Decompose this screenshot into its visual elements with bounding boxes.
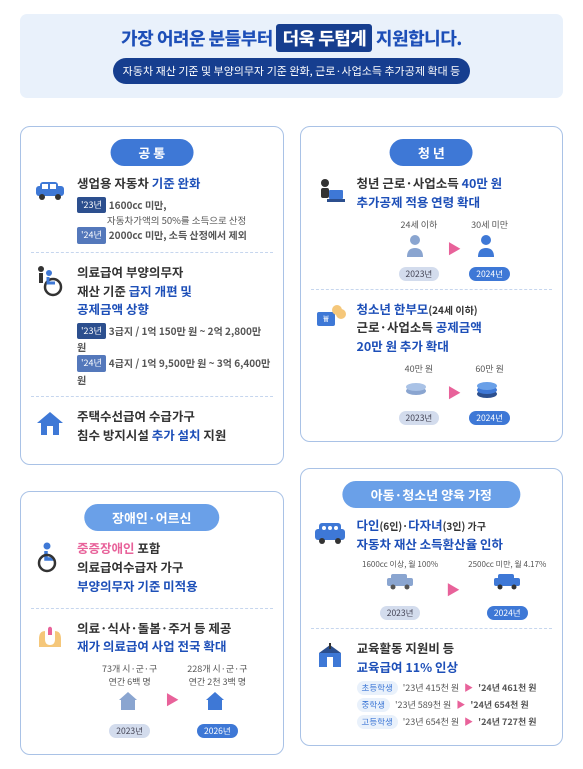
right-column: 청 년 청년 근로·사업소득 40만 원추가공제 적용 연령 확대 24세 이하…: [300, 114, 564, 755]
common-s2-title: 의료급여 부양의무자재산 기준 급지 개편 및공제금액 상향: [77, 263, 273, 319]
child-s1-cmp: 1600cc 이상, 월 100%2023년 ▶ 2500cc 미만, 월 4.…: [357, 559, 553, 620]
child-s1: 다인(6인)·다자녀(3인) 가구자동차 재산 소득환산율 인하 1600cc …: [311, 516, 553, 621]
card-common: 공 통 생업용 자동차 기준 완화 '23년1600cc 미만, 자동차가액의 …: [20, 126, 284, 465]
youth-s2: ₩ 청소년 한부모(24세 이하)근로·사업소득 공제금액20만 원 추가 확대…: [311, 289, 553, 425]
header-subtitle: 자동차 재산 기준 및 부양의무자 기준 완화, 근로·사업소득 추가공제 확대…: [113, 58, 470, 84]
dis-s2-cmp: 73개 시·군·구연간 6백 명2023년 ▶ 228개 시·군·구연간 2천 …: [77, 662, 273, 738]
family-car-icon: [311, 516, 349, 550]
youth-s2-cmp: 40만 원2023년 ▶ 60만 원2024년: [357, 362, 553, 425]
arrow-icon: ▶: [165, 690, 179, 710]
arrow-icon: ▶: [447, 383, 461, 403]
header-banner: 가장 어려운 분들부터 더욱 두텁게 지원합니다. 자동차 재산 기준 및 부양…: [20, 14, 563, 98]
header-title: 가장 어려운 분들부터 더욱 두텁게 지원합니다.: [34, 25, 549, 51]
common-s2: 의료급여 부양의무자재산 기준 급지 개편 및공제금액 상향 '23년3급지 /…: [31, 252, 273, 388]
person-laptop-icon: [311, 174, 349, 208]
pill-youth: 청 년: [390, 139, 473, 166]
accessible-icon: [31, 539, 69, 573]
youth-s1-cmp: 24세 이하2023년 ▶ 30세 미만2024년: [357, 218, 553, 281]
edu-r2: 중학생'23년 589천 원▶'24년 654천 원: [357, 698, 553, 712]
car-icon: [31, 174, 69, 208]
edu-r1: 초등학생'23년 415천 원▶'24년 461천 원: [357, 681, 553, 695]
common-s2-l1: '23년3급지 / 1억 150만 원 ~ 2억 2,800만 원: [77, 323, 273, 355]
common-s1: 생업용 자동차 기준 완화 '23년1600cc 미만, 자동차가액의 50%를…: [31, 174, 273, 244]
school-icon: [311, 639, 349, 673]
youth-s2-title: 청소년 한부모(24세 이하)근로·사업소득 공제금액20만 원 추가 확대: [357, 300, 553, 356]
left-column: 공 통 생업용 자동차 기준 완화 '23년1600cc 미만, 자동차가액의 …: [20, 114, 284, 755]
dis-s1-title: 중증장애인 포함의료급여수급자 가구부양의무자 기준 미적용: [77, 539, 273, 595]
arrow-icon: ▶: [447, 239, 461, 259]
common-s1-l1c: 자동차가액의 50%를 소득으로 산정: [77, 213, 273, 227]
card-disabled: 장애인·어르신 중증장애인 포함의료급여수급자 가구부양의무자 기준 미적용 의…: [20, 491, 284, 755]
dis-s2: 의료·식사·돌봄·주거 등 제공재가 의료급여 사업 전국 확대 73개 시·군…: [31, 608, 273, 739]
youth-s1-title: 청년 근로·사업소득 40만 원추가공제 적용 연령 확대: [357, 174, 553, 212]
common-s3-title: 주택수선급여 수급가구침수 방지시설 추가 설치 지원: [77, 407, 273, 445]
child-s1-title: 다인(6인)·다자녀(3인) 가구자동차 재산 소득환산율 인하: [357, 516, 553, 554]
child-s2: 교육활동 지원비 등교육급여 11% 인상 초등학생'23년 415천 원▶'2…: [311, 628, 553, 729]
common-s2-l2: '24년4급지 / 1억 9,500만 원 ~ 3억 6,400만 원: [77, 355, 273, 387]
money-icon: ₩: [311, 300, 349, 334]
common-s1-l2: '24년2000cc 미만, 소득 산정에서 제외: [77, 227, 273, 243]
common-s1-title: 생업용 자동차 기준 완화: [77, 174, 273, 193]
common-s3: 주택수선급여 수급가구침수 방지시설 추가 설치 지원: [31, 396, 273, 449]
wheelchair-icon: [31, 263, 69, 297]
arrow-icon: ▶: [446, 580, 460, 600]
common-s1-l1: '23년1600cc 미만,: [77, 197, 273, 213]
child-s2-title: 교육활동 지원비 등교육급여 11% 인상: [357, 639, 553, 677]
dis-s2-title: 의료·식사·돌봄·주거 등 제공재가 의료급여 사업 전국 확대: [77, 619, 273, 657]
card-youth: 청 년 청년 근로·사업소득 40만 원추가공제 적용 연령 확대 24세 이하…: [300, 126, 564, 442]
edu-r3: 고등학생'23년 654천 원▶'24년 727천 원: [357, 715, 553, 729]
card-child: 아동·청소년 양육 가정 다인(6인)·다자녀(3인) 가구자동차 재산 소득환…: [300, 468, 564, 746]
columns: 공 통 생업용 자동차 기준 완화 '23년1600cc 미만, 자동차가액의 …: [20, 114, 563, 755]
svg-text:₩: ₩: [322, 312, 329, 325]
pill-common: 공 통: [110, 139, 193, 166]
dis-s1: 중증장애인 포함의료급여수급자 가구부양의무자 기준 미적용: [31, 539, 273, 599]
pill-child: 아동·청소년 양육 가정: [343, 481, 520, 508]
house-icon: [31, 407, 69, 441]
youth-s1: 청년 근로·사업소득 40만 원추가공제 적용 연령 확대 24세 이하2023…: [311, 174, 553, 281]
hands-icon: [31, 619, 69, 653]
pill-disabled: 장애인·어르신: [84, 504, 219, 531]
